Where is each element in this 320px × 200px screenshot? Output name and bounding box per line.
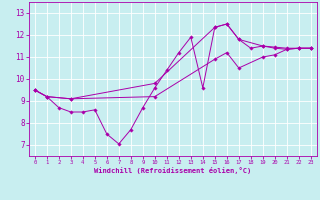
X-axis label: Windchill (Refroidissement éolien,°C): Windchill (Refroidissement éolien,°C) <box>94 167 252 174</box>
